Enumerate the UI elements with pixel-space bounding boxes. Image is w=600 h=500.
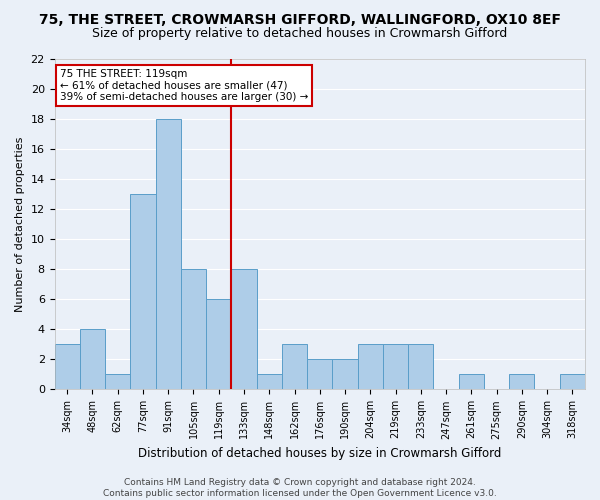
Bar xyxy=(282,344,307,390)
Bar xyxy=(509,374,535,390)
Bar xyxy=(383,344,408,390)
Y-axis label: Number of detached properties: Number of detached properties xyxy=(15,136,25,312)
Bar xyxy=(257,374,282,390)
Bar xyxy=(408,344,433,390)
Bar xyxy=(55,344,80,390)
Bar xyxy=(130,194,155,390)
Bar xyxy=(560,374,585,390)
Bar xyxy=(155,119,181,390)
Text: Size of property relative to detached houses in Crowmarsh Gifford: Size of property relative to detached ho… xyxy=(92,28,508,40)
Bar xyxy=(181,270,206,390)
Bar xyxy=(206,300,232,390)
Text: 75, THE STREET, CROWMARSH GIFFORD, WALLINGFORD, OX10 8EF: 75, THE STREET, CROWMARSH GIFFORD, WALLI… xyxy=(39,12,561,26)
Bar xyxy=(458,374,484,390)
Bar xyxy=(232,270,257,390)
Text: Contains HM Land Registry data © Crown copyright and database right 2024.
Contai: Contains HM Land Registry data © Crown c… xyxy=(103,478,497,498)
X-axis label: Distribution of detached houses by size in Crowmarsh Gifford: Distribution of detached houses by size … xyxy=(138,447,502,460)
Bar xyxy=(332,360,358,390)
Bar xyxy=(105,374,130,390)
Text: 75 THE STREET: 119sqm
← 61% of detached houses are smaller (47)
39% of semi-deta: 75 THE STREET: 119sqm ← 61% of detached … xyxy=(60,69,308,102)
Bar xyxy=(358,344,383,390)
Bar xyxy=(307,360,332,390)
Bar xyxy=(80,330,105,390)
